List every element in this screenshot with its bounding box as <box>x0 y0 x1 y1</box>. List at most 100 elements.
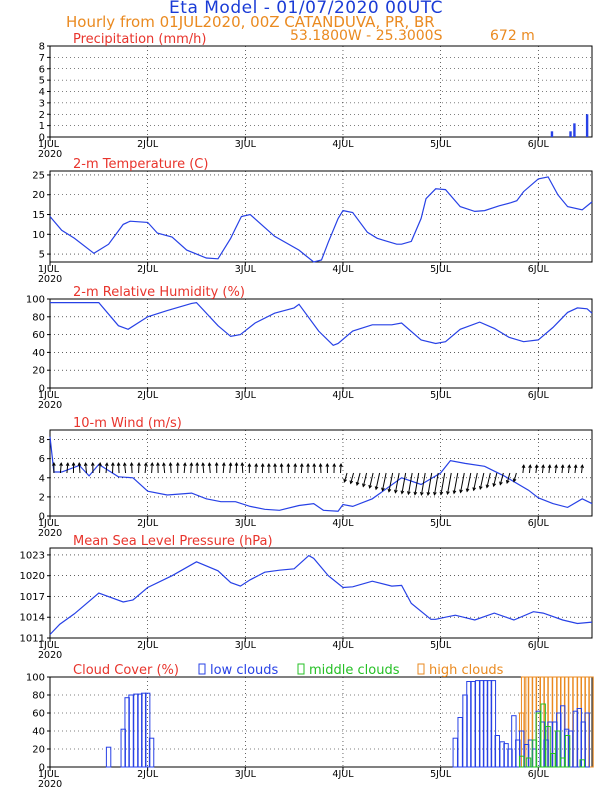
clouds-ytick-label: 40 <box>32 727 45 738</box>
rh-line <box>50 301 593 346</box>
temp-title: 2-m Temperature (C) <box>73 157 208 172</box>
wind-vector <box>486 472 491 488</box>
wind-vector-head <box>332 462 337 467</box>
rh-xtick-label: 3JUL <box>235 390 257 401</box>
clouds-ytick-label: 20 <box>32 745 45 756</box>
legend-swatch <box>417 663 425 675</box>
rh-xtick-label: 4JUL <box>332 390 354 401</box>
mslp-xtick-label: 6JUL <box>528 640 550 651</box>
wind-vector-head <box>452 490 457 495</box>
cloud-bar-low-clouds <box>105 746 112 768</box>
wind-vector-head <box>122 462 127 467</box>
rh-xtick-label: 5JUL <box>430 390 452 401</box>
location-coordinates: 53.1800W - 25.3000S <box>290 28 443 44</box>
wind-vector <box>151 463 153 474</box>
rh-panel: 0 20 40 60 80 100 1JUL 2JUL 3JUL 4JUL 5JUL 6JUL 2020… <box>26 285 593 411</box>
wind-vector-head <box>52 461 56 466</box>
chart-title: Eta Model - 01/07/2020 00UTC <box>169 0 443 18</box>
legend-label: low clouds <box>210 663 279 678</box>
temp-ytick-label: 25 <box>32 170 45 181</box>
wind-vector <box>479 472 485 490</box>
wind-vector-head <box>534 464 539 469</box>
precip-xtick-label: 6JUL <box>528 139 550 150</box>
wind-vector-head <box>459 489 463 494</box>
wind-vector-head <box>279 462 284 467</box>
wind-vector <box>105 463 108 474</box>
precip-bar <box>550 131 554 137</box>
mslp-xtick-label: 2JUL <box>137 640 159 651</box>
wind-vector-head <box>273 462 277 467</box>
wind-vector <box>548 465 551 474</box>
wind-vector-head <box>221 462 226 467</box>
temp-xtick-label: 2JUL <box>137 264 159 275</box>
wind-vector-head <box>528 464 532 469</box>
mslp-xtick-label: 1JUL <box>38 640 60 651</box>
clouds-xtick-label: 5JUL <box>430 769 452 780</box>
precip-ytick-label: 7 <box>39 53 45 64</box>
wind-vector-head <box>110 461 115 466</box>
wind-vector <box>356 472 361 486</box>
wind-xtick-label: 2JUL <box>137 518 159 529</box>
clouds-ytick-label: 60 <box>32 709 45 720</box>
wind-vector-head <box>207 462 212 467</box>
wind-vector <box>85 463 87 474</box>
clouds-title: Cloud Cover (%) <box>73 663 179 678</box>
precip-bar <box>585 114 589 137</box>
rh-ytick-label: 100 <box>26 295 45 306</box>
wind-vector-head <box>195 461 200 466</box>
wind-vector <box>394 472 400 493</box>
wind-vector <box>229 463 232 474</box>
wind-vector-head <box>201 462 205 467</box>
wind-vector-head <box>485 484 490 489</box>
wind-vector-head <box>343 478 347 483</box>
precip-xtick-label: 4JUL <box>332 139 354 150</box>
wind-vector-head <box>293 462 298 467</box>
wind-vector <box>407 472 413 495</box>
wind-vector <box>466 472 472 492</box>
temp-xtick-label: 5JUL <box>430 264 452 275</box>
wind-vector-head <box>299 462 304 467</box>
wind-vector-head <box>541 464 545 469</box>
wind-vector-head <box>433 491 437 496</box>
wind-vector-head <box>413 491 418 496</box>
wind-vector <box>124 463 127 474</box>
precip-ytick-label: 2 <box>39 110 45 121</box>
wind-vector <box>420 472 426 495</box>
mslp-title: Mean Sea Level Pressure (hPa) <box>73 534 273 549</box>
legend-swatch <box>297 663 305 675</box>
mslp-frame <box>49 547 593 639</box>
wind-vector-head <box>521 464 526 469</box>
wind-vector-head <box>446 491 450 496</box>
wind-ytick-label: 8 <box>39 435 45 446</box>
wind-vector-head <box>240 462 245 467</box>
wind-vector-head <box>439 491 444 496</box>
wind-vector-head <box>168 462 173 467</box>
mslp-ytick-label: 1017 <box>20 592 45 603</box>
wind-vector-head <box>426 491 431 496</box>
wind-vector <box>369 472 374 489</box>
wind-vector-head <box>156 461 160 466</box>
wind-vector <box>241 463 244 474</box>
wind-vector <box>554 465 557 474</box>
wind-vector-head <box>65 462 70 467</box>
wind-vector-head <box>77 462 82 467</box>
clouds-xtick-label: 6JUL <box>528 769 550 780</box>
temp-ytick-label: 5 <box>39 250 45 261</box>
clouds-ytick-label: 100 <box>26 673 45 684</box>
clouds-frame <box>49 676 593 768</box>
wind-vector-head <box>465 488 470 493</box>
wind-vector <box>414 472 420 495</box>
wind-vector-head <box>143 462 148 467</box>
cloud-bar-low-clouds <box>452 737 458 768</box>
wind-vector-head <box>420 491 424 496</box>
wind-vector <box>522 465 525 474</box>
wind-vector-head <box>150 462 154 466</box>
wind-vector-head <box>162 462 166 467</box>
rh-frame <box>49 298 593 389</box>
wind-vector <box>574 465 577 474</box>
precip-bar <box>573 123 576 137</box>
wind-vector <box>375 472 381 490</box>
cloud-bar-middle-clouds <box>545 726 551 768</box>
wind-vector <box>506 472 511 484</box>
